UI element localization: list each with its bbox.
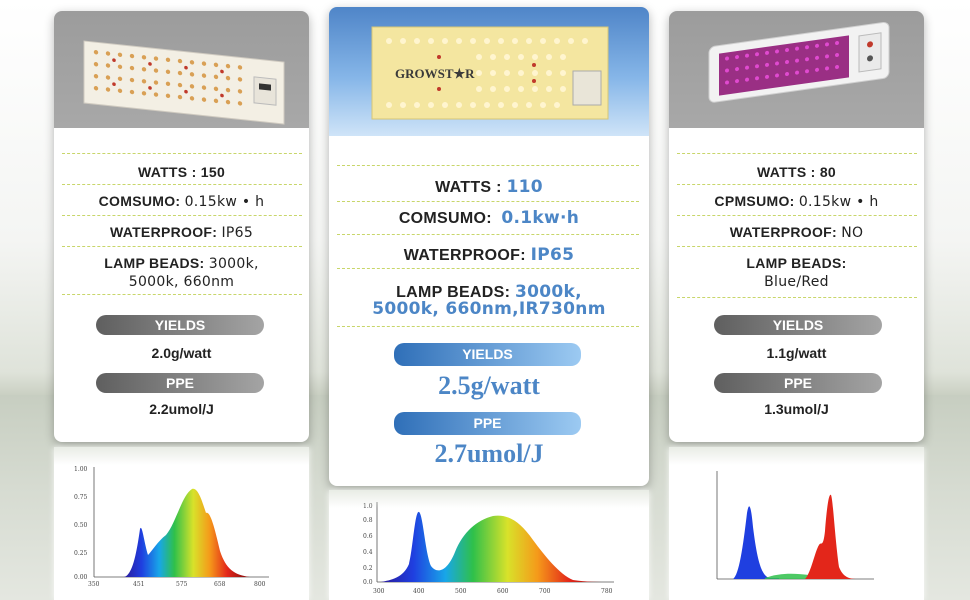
x-tick: 575 bbox=[176, 581, 188, 588]
x-tick: 700 bbox=[539, 588, 551, 595]
spec-lamp-beads: LAMP BEADS: 3000k, bbox=[104, 255, 259, 272]
y-tick: 0.00 bbox=[74, 574, 88, 581]
spectrum-svg bbox=[716, 471, 874, 580]
spec-waterproof: WATERPROOF: IP65 bbox=[109, 224, 254, 241]
divider bbox=[677, 215, 917, 216]
x-tick: 780 bbox=[601, 588, 613, 595]
y-tick: 0.75 bbox=[74, 494, 88, 501]
divider bbox=[62, 184, 302, 185]
y-tick: 0.6 bbox=[363, 533, 373, 540]
spectrum-chart-right bbox=[669, 447, 924, 600]
product-card-left: WATTS : 150 COMSUMO: 0.15kw • h WATERPRO… bbox=[54, 11, 309, 442]
spec-watts: WATTS : 150 bbox=[137, 164, 226, 180]
spectrum-chart-middle: 300 400 500 600 700 780 1.0 0.8 0.6 0.4 … bbox=[329, 490, 649, 600]
ppe-value: 1.3umol/J bbox=[764, 401, 829, 417]
growstar-led-panel-icon: GROWST★R bbox=[371, 26, 609, 120]
x-tick: 600 bbox=[497, 588, 509, 595]
spectrum-curve-blue bbox=[733, 506, 779, 579]
led-grow-light-panel-icon bbox=[83, 40, 285, 125]
spec-lamp-beads-cont: Blue/Red bbox=[764, 274, 829, 290]
divider bbox=[337, 326, 639, 327]
ppe-value: 2.2umol/J bbox=[149, 401, 214, 417]
divider bbox=[677, 297, 917, 298]
x-tick: 300 bbox=[373, 588, 385, 595]
divider bbox=[337, 165, 639, 166]
yields-value: 1.1g/watt bbox=[766, 345, 827, 361]
x-tick: 800 bbox=[254, 581, 266, 588]
divider bbox=[62, 294, 302, 295]
spectrum-curve bbox=[124, 488, 250, 577]
x-tick: 451 bbox=[133, 581, 144, 588]
y-tick: 0.4 bbox=[363, 549, 373, 556]
ppe-value: 2.7umol/J bbox=[434, 439, 544, 468]
ppe-label-pill: PPE bbox=[394, 412, 581, 435]
divider bbox=[62, 215, 302, 216]
spectrum-svg: 350 451 575 658 800 1.00 0.75 0.50 0.25 … bbox=[74, 466, 269, 588]
spec-watts: WATTS : 110 bbox=[435, 177, 543, 197]
spec-lamp-beads: LAMP BEADS: bbox=[746, 255, 847, 271]
y-tick: 0.25 bbox=[74, 550, 88, 557]
spec-waterproof: WATERPROOF: NO bbox=[729, 224, 864, 241]
yields-value: 2.0g/watt bbox=[151, 345, 212, 361]
spectrum-svg: 300 400 500 600 700 780 1.0 0.8 0.6 0.4 … bbox=[363, 502, 614, 595]
yields-label-pill: YIELDS bbox=[394, 343, 581, 366]
y-tick: 1.00 bbox=[74, 466, 88, 473]
divider bbox=[337, 234, 639, 235]
x-tick: 658 bbox=[214, 581, 226, 588]
yields-value: 2.5g/watt bbox=[438, 371, 540, 400]
blue-red-led-panel-icon bbox=[708, 21, 890, 103]
x-tick: 400 bbox=[413, 588, 425, 595]
y-tick: 1.0 bbox=[363, 503, 373, 510]
divider bbox=[62, 153, 302, 154]
spectrum-chart-left: 350 451 575 658 800 1.00 0.75 0.50 0.25 … bbox=[54, 447, 309, 600]
spectrum-curve-red bbox=[805, 494, 857, 579]
spec-watts: WATTS : 80 bbox=[757, 164, 836, 180]
divider bbox=[677, 246, 917, 247]
ppe-label-pill: PPE bbox=[96, 373, 264, 393]
y-tick: 0.2 bbox=[363, 565, 373, 572]
x-tick: 500 bbox=[455, 588, 467, 595]
y-tick: 0.0 bbox=[363, 579, 373, 586]
spec-consumo: CPMSUMO: 0.15kw • h bbox=[714, 193, 879, 210]
spectrum-curve bbox=[381, 511, 611, 582]
y-tick: 0.8 bbox=[363, 517, 373, 524]
product-image-area bbox=[54, 11, 309, 128]
spec-lamp-beads-cont: 5000k, 660nm,IR730nm bbox=[372, 299, 606, 319]
x-tick: 350 bbox=[88, 581, 100, 588]
brand-logo-text: GROWST★R bbox=[395, 66, 475, 81]
spec-consumo: COMSUMO: 0.15kw • h bbox=[98, 193, 265, 210]
spec-waterproof: WATERPROOF: IP65 bbox=[403, 245, 575, 265]
y-tick: 0.50 bbox=[74, 522, 88, 529]
spec-lamp-beads: LAMP BEADS: 3000k, bbox=[396, 282, 582, 302]
product-image-area bbox=[669, 11, 924, 128]
spec-consumo: COMSUMO: 0.1kw·h bbox=[398, 208, 580, 228]
product-card-right: WATTS : 80 CPMSUMO: 0.15kw • h WATERPROO… bbox=[669, 11, 924, 442]
ppe-label-pill: PPE bbox=[714, 373, 882, 393]
divider bbox=[677, 184, 917, 185]
yields-label-pill: YIELDS bbox=[96, 315, 264, 335]
yields-label-pill: YIELDS bbox=[714, 315, 882, 335]
spec-lamp-beads-cont: 5000k, 660nm bbox=[128, 274, 235, 290]
divider bbox=[677, 153, 917, 154]
divider bbox=[337, 201, 639, 202]
product-image-area: GROWST★R bbox=[329, 7, 649, 136]
spectrum-curve-green bbox=[765, 573, 809, 579]
product-card-featured: GROWST★R WATTS : 110 COMSUMO: 0.1kw·h WA… bbox=[329, 7, 649, 486]
divider bbox=[337, 268, 639, 269]
divider bbox=[62, 246, 302, 247]
